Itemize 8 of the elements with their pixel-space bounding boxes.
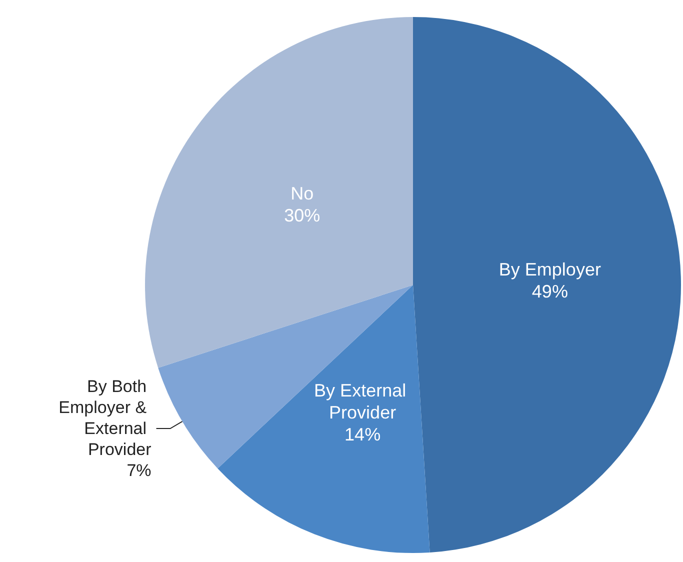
- data-label: 7%: [126, 461, 152, 480]
- slice-label: By Both Employer & External Provider: [58, 377, 152, 460]
- data-label: 49%: [532, 282, 568, 302]
- slice-label: By External Provider: [314, 380, 412, 422]
- slice-label: No: [290, 183, 314, 204]
- data-label: 14%: [344, 424, 381, 444]
- slice-label: By Employer: [498, 260, 601, 280]
- data-label: 30%: [284, 205, 320, 226]
